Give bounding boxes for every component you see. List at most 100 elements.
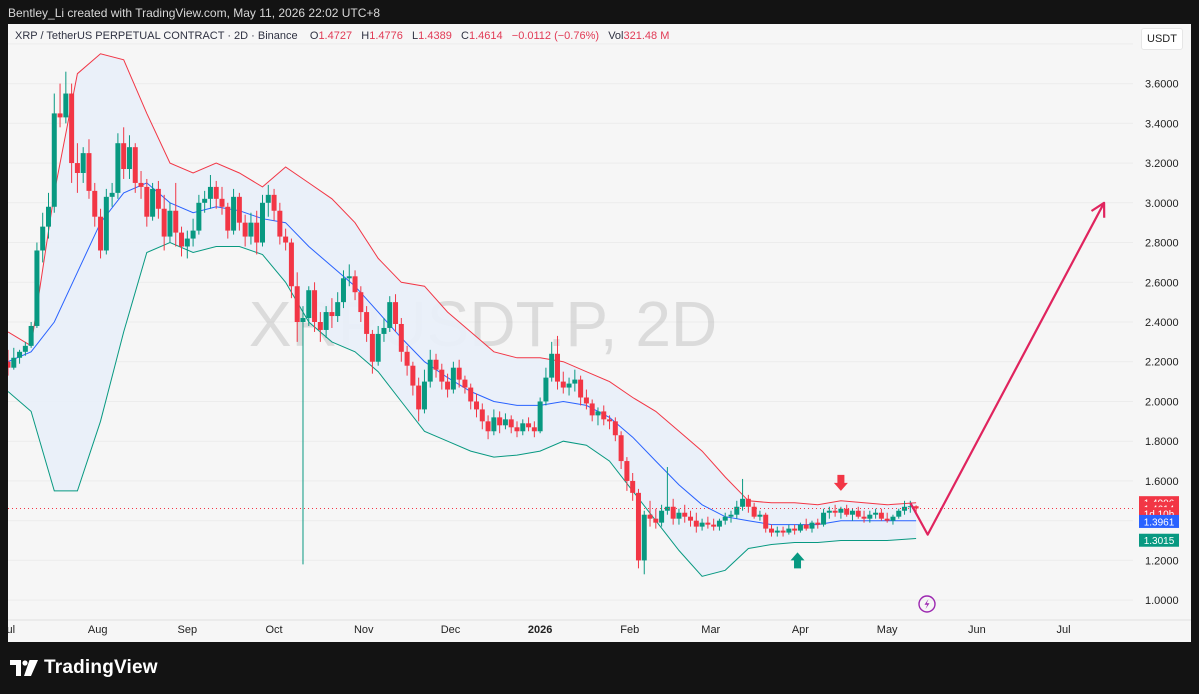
candle-body	[369, 333, 375, 362]
candle-body	[526, 423, 532, 428]
candle-body	[514, 427, 520, 432]
candle-body	[213, 186, 219, 199]
candle	[196, 194, 202, 235]
candle-body	[427, 359, 433, 382]
low-label: L	[412, 30, 419, 42]
candle-body	[549, 353, 555, 378]
candle-body	[878, 512, 884, 519]
candle	[167, 202, 173, 243]
currency-button[interactable]: USDT	[1141, 28, 1183, 50]
candle	[543, 367, 549, 406]
candle-body	[896, 510, 902, 517]
candle-body	[566, 383, 572, 388]
candle-body	[815, 522, 821, 525]
alert-icon[interactable]	[918, 595, 936, 613]
projection-arrow	[909, 201, 1106, 536]
high-label: H	[361, 30, 370, 42]
candle	[890, 514, 896, 525]
candle	[740, 478, 746, 511]
bollinger-lower	[8, 241, 917, 577]
x-tick-label: Feb	[620, 624, 639, 636]
candle-body	[873, 512, 879, 515]
x-tick-label: Dec	[441, 624, 461, 636]
candle-body	[283, 236, 289, 243]
candle	[861, 510, 867, 523]
candle	[11, 347, 17, 370]
candle-body	[115, 143, 121, 193]
candle-body	[306, 290, 312, 319]
candle	[45, 192, 51, 239]
candle-body	[179, 232, 185, 247]
candle	[364, 306, 370, 342]
candle-body	[207, 186, 213, 199]
chart-area[interactable]: XRPUSDT.P, 2D 1.00001.20001.40001.60001.…	[8, 24, 1191, 642]
candle-body	[190, 230, 196, 239]
candle	[323, 306, 329, 338]
candle	[566, 377, 572, 396]
candle	[849, 508, 855, 521]
y-tick-label: 2.0000	[1145, 396, 1179, 408]
candle	[745, 494, 751, 513]
candle	[479, 403, 485, 430]
candle-body	[641, 514, 647, 561]
candle-body	[757, 514, 763, 517]
x-tick-label: Jul	[8, 624, 15, 636]
candle	[647, 500, 653, 527]
markers	[790, 474, 848, 569]
candle-body	[445, 381, 451, 390]
candle	[184, 230, 190, 259]
candle	[792, 524, 798, 535]
candle-body	[17, 351, 23, 358]
open-value: 1.4727	[318, 30, 353, 42]
candle-body	[740, 498, 746, 507]
candle-body	[393, 302, 399, 324]
candle	[462, 375, 468, 394]
candle-body	[479, 409, 485, 422]
candle-body	[728, 514, 734, 517]
candle-body	[838, 508, 844, 513]
price-label-text: 1.3961	[1144, 517, 1175, 528]
candle-body	[826, 510, 832, 513]
candle-body	[809, 522, 815, 529]
candle	[867, 510, 873, 523]
candlestick-chart[interactable]: XRPUSDT.P, 2D 1.00001.20001.40001.60001.…	[8, 24, 1191, 642]
candle-body	[242, 222, 248, 237]
candle	[751, 502, 757, 519]
candle	[601, 405, 607, 426]
candle-body	[288, 242, 294, 287]
candle-body	[907, 506, 913, 508]
brand-name: TradingView	[44, 657, 158, 678]
candle	[878, 508, 884, 521]
candle-body	[236, 196, 242, 223]
candle-body	[265, 194, 271, 203]
candle	[514, 421, 520, 438]
candle-body	[768, 528, 774, 533]
candle	[728, 510, 734, 523]
candle-body	[277, 210, 283, 237]
candle	[271, 188, 277, 221]
candle	[34, 242, 40, 328]
candle-body	[225, 206, 231, 231]
candle-body	[248, 222, 254, 237]
down-arrow-marker	[833, 474, 848, 491]
candle-body	[653, 518, 659, 523]
candle-body	[537, 401, 543, 432]
candle	[722, 512, 728, 525]
price-axis-bg	[1133, 24, 1191, 642]
candle	[190, 218, 196, 247]
symbol-title[interactable]: XRP / TetherUS PERPETUAL CONTRACT · 2D ·…	[15, 30, 298, 42]
candle	[17, 349, 23, 364]
candle-body	[421, 381, 427, 410]
candle	[768, 524, 774, 537]
candle	[705, 516, 711, 529]
volume-value: 321.48 M	[623, 30, 670, 42]
candle	[69, 83, 75, 183]
candle-body	[844, 508, 850, 515]
candle-body	[196, 202, 202, 231]
projection-path	[909, 202, 1106, 536]
candle-body	[531, 427, 537, 432]
candle	[103, 188, 109, 255]
open-label: O	[309, 30, 319, 42]
candle	[248, 212, 254, 245]
candle-body	[474, 401, 480, 410]
